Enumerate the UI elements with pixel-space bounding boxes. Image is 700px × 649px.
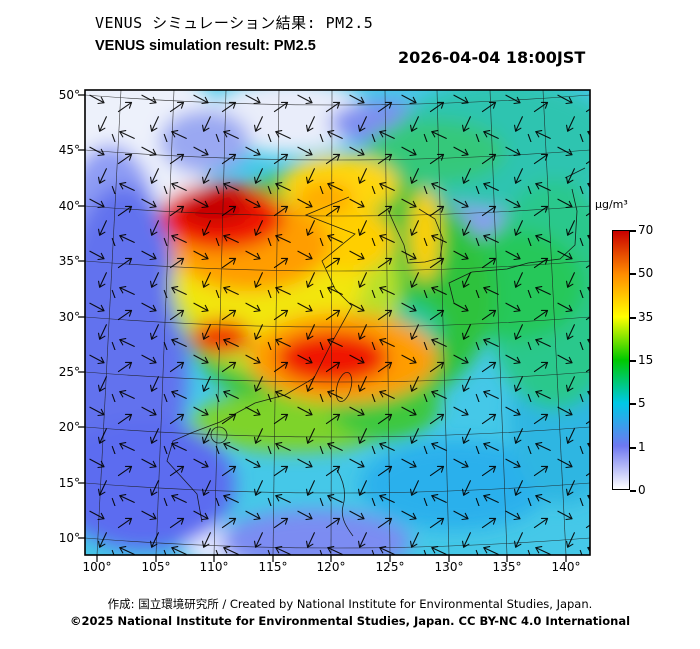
colorbar-label-15: 15	[638, 353, 654, 367]
lat-label-15: 15°	[58, 476, 80, 490]
attribution-line: 作成: 国立環境研究所 / Created by National Instit…	[107, 597, 593, 611]
colorbar-tick	[630, 447, 636, 449]
lon-label-105: 105°	[141, 560, 171, 574]
lon-label-100: 100°	[82, 560, 112, 574]
colorbar-unit-label: µg/m³	[595, 198, 628, 211]
lon-label-130: 130°	[434, 560, 464, 574]
lat-label-25: 25°	[58, 365, 80, 379]
lat-label-45: 45°	[58, 143, 80, 157]
lat-label-10: 10°	[58, 531, 80, 545]
page-title-japanese: VENUS シミュレーション結果: PM2.5	[95, 14, 374, 32]
lat-label-30: 30°	[58, 310, 80, 324]
copyright-line: ©2025 National Institute for Environment…	[69, 614, 631, 628]
simulation-timestamp: 2026-04-04 18:00JST	[398, 48, 586, 67]
colorbar-label-70: 70	[638, 223, 654, 237]
colorbar-label-50: 50	[638, 266, 654, 280]
colorbar-tick	[630, 273, 636, 275]
map-frame	[84, 89, 591, 556]
colorbar-label-5: 5	[638, 396, 646, 410]
lon-label-135: 135°	[492, 560, 522, 574]
colorbar-label-0: 0	[638, 483, 646, 497]
colorbar-tick	[630, 403, 636, 405]
colorbar-tick	[630, 490, 636, 492]
page-title-english: VENUS simulation result: PM2.5	[95, 38, 316, 54]
lat-label-20: 20°	[58, 420, 80, 434]
map-canvas	[78, 89, 591, 562]
colorbar-gradient	[612, 230, 630, 490]
colorbar-label-35: 35	[638, 310, 654, 324]
lon-label-125: 125°	[375, 560, 405, 574]
colorbar-tick	[630, 230, 636, 232]
colorbar-tick	[630, 360, 636, 362]
wind-arrows	[85, 90, 590, 555]
lat-label-35: 35°	[58, 254, 80, 268]
lon-label-115: 115°	[258, 560, 288, 574]
lat-label-50: 50°	[58, 88, 80, 102]
colorbar-label-1: 1	[638, 440, 646, 454]
lon-label-120: 120°	[316, 560, 346, 574]
lat-label-40: 40°	[58, 199, 80, 213]
lon-label-110: 110°	[199, 560, 229, 574]
axis-ticks	[78, 94, 567, 562]
colorbar-tick	[630, 317, 636, 319]
lon-label-140: 140°	[551, 560, 581, 574]
